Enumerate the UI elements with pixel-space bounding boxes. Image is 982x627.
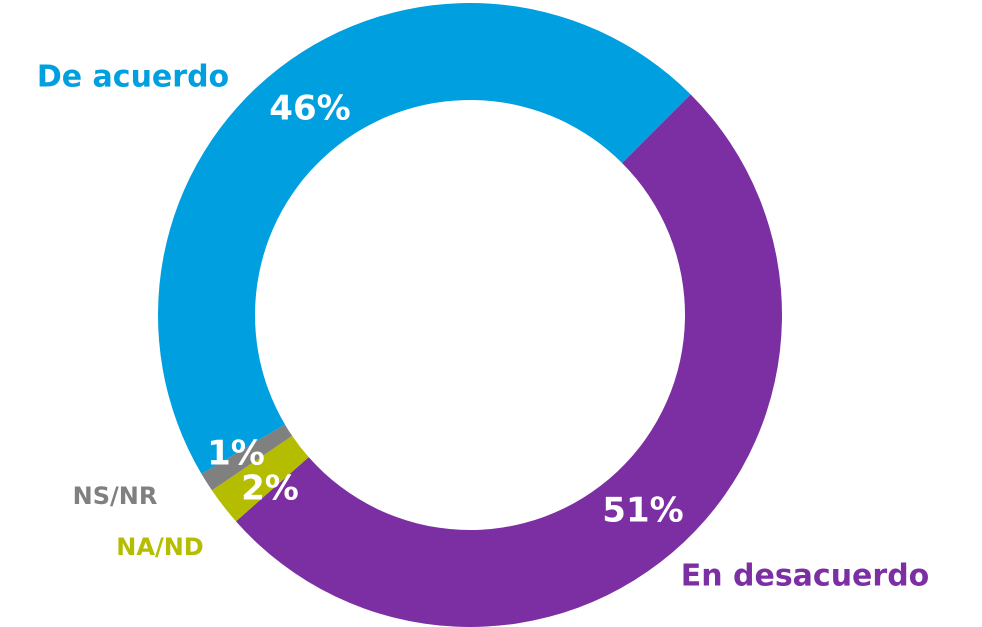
category-label: NS/NR: [73, 482, 158, 510]
donut-segment: [158, 3, 691, 474]
value-label: 51%: [602, 491, 683, 531]
value-label: 2%: [241, 469, 299, 509]
category-label: NA/ND: [116, 533, 203, 561]
category-label: De acuerdo: [37, 60, 229, 95]
value-label: 46%: [269, 89, 350, 129]
donut-segment: [211, 435, 309, 522]
value-label: 1%: [207, 434, 265, 474]
category-label: En desacuerdo: [681, 559, 930, 594]
donut-segment: [201, 424, 293, 491]
donut-segment: [235, 94, 782, 627]
